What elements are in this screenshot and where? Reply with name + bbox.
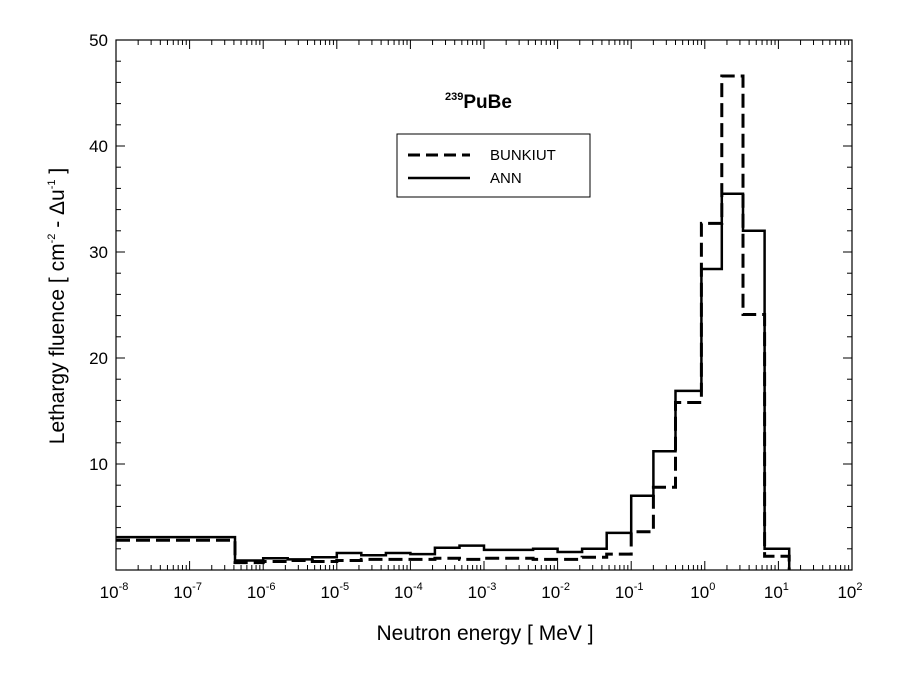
x-tick-label: 10-6 — [247, 581, 276, 602]
x-tick-label-base: 10 — [615, 583, 634, 602]
y-tick-label: 20 — [89, 349, 108, 368]
x-tick-label-base: 10 — [764, 583, 783, 602]
y-axis-label-part-3: ] — [46, 168, 69, 180]
x-tick-label-base: 10 — [837, 583, 856, 602]
x-tick-label: 102 — [837, 581, 862, 602]
x-tick-label-base: 10 — [541, 583, 560, 602]
legend-label-ann: ANN — [490, 170, 522, 187]
x-tick-label-base: 10 — [690, 583, 709, 602]
y-tick-label: 10 — [89, 455, 108, 474]
y-axis-label-exp-1: -2 — [46, 234, 58, 244]
x-tick-label-base: 10 — [468, 583, 487, 602]
y-axis-label-part-1: Lethargy fluence [ cm — [46, 243, 69, 444]
x-tick-label: 10-4 — [394, 581, 423, 602]
x-tick-label: 10-8 — [100, 581, 129, 602]
ticks-layer: 10-8 10-7 10-6 10-5 10-4 10-3 10-2 10-1 100 101 10… — [89, 31, 862, 602]
x-axis-label: Neutron energy [ MeV ] — [376, 622, 593, 645]
x-tick-label-exponent: -2 — [560, 581, 570, 593]
x-tick-label-exponent: 2 — [856, 581, 862, 593]
x-tick-label-base: 10 — [247, 583, 266, 602]
y-axis-label-part-2: - Δu — [46, 189, 69, 233]
x-tick-label-exponent: -5 — [339, 581, 349, 593]
x-tick-label-exponent: -6 — [266, 581, 276, 593]
legend-label-bunkiut: BUNKIUT — [490, 147, 556, 164]
series-layer — [116, 74, 791, 570]
x-tick-label-exponent: 1 — [783, 581, 789, 593]
x-tick-label-base: 10 — [394, 583, 413, 602]
series-line-ann — [116, 192, 791, 570]
x-tick-label: 10-1 — [615, 581, 644, 602]
y-tick-label: 30 — [89, 243, 108, 262]
x-tick-label: 10-2 — [541, 581, 570, 602]
y-tick-label: 50 — [89, 31, 108, 50]
x-tick-label-base: 10 — [100, 583, 119, 602]
y-axis-label-exp-2: -1 — [46, 179, 58, 189]
chart-title-isotope: 239 — [445, 91, 463, 103]
series-line-bunkiut — [116, 74, 791, 570]
x-tick-label-exponent: -4 — [413, 581, 423, 593]
x-tick-label-base: 10 — [320, 583, 339, 602]
legend-box — [396, 133, 591, 198]
x-tick-label: 10-7 — [173, 581, 202, 602]
chart-title-nuclide: PuBe — [463, 92, 512, 113]
x-tick-label-exponent: -3 — [487, 581, 497, 593]
y-tick-label: 40 — [89, 137, 108, 156]
x-tick-label: 10-3 — [468, 581, 497, 602]
x-tick-label-exponent: -8 — [119, 581, 129, 593]
x-tick-label: 100 — [690, 581, 715, 602]
y-axis-label: Lethargy fluence [ cm-2 - Δu-1 ] — [46, 168, 69, 444]
x-tick-label: 101 — [764, 581, 789, 602]
x-tick-label-base: 10 — [173, 583, 192, 602]
x-tick-label-exponent: -1 — [634, 581, 644, 593]
legend: BUNKIUT ANN — [396, 133, 591, 198]
x-tick-label: 10-5 — [320, 581, 349, 602]
chart-title: 239PuBe — [445, 91, 512, 113]
x-tick-label-exponent: 0 — [709, 581, 715, 593]
x-tick-label-exponent: -7 — [192, 581, 202, 593]
